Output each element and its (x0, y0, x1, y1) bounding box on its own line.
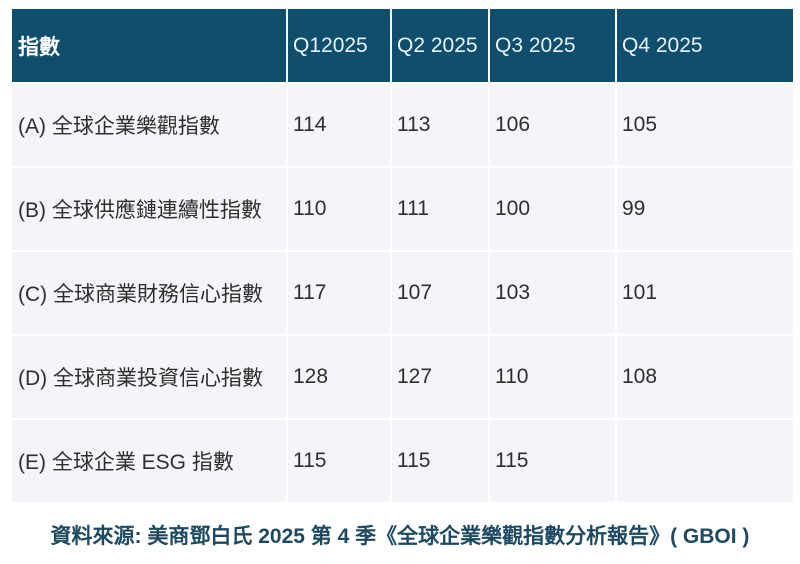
header-cell-quarter: Q3 2025 (490, 9, 617, 82)
header-cell-quarter: Q4 2025 (617, 9, 793, 82)
row-label: (D) 全球商業投資信心指數 (12, 334, 288, 418)
value-cell: 107 (392, 250, 490, 334)
value-cell: 115 (288, 418, 392, 502)
table-body: (A) 全球企業樂觀指數 114 113 106 105 (B) 全球供應鏈連續性指數 11… (12, 82, 793, 502)
value-cell: 117 (288, 250, 392, 334)
row-label: (B) 全球供應鏈連續性指數 (12, 166, 288, 250)
value-cell: 115 (490, 418, 617, 502)
row-label: (A) 全球企業樂觀指數 (12, 82, 288, 166)
value-cell: 103 (490, 250, 617, 334)
value-cell: 114 (288, 82, 392, 166)
value-cell: 110 (288, 166, 392, 250)
value-cell: 127 (392, 334, 490, 418)
table-header: 指數 Q12025 Q2 2025 Q3 2025 Q4 2025 (12, 9, 793, 82)
table-row: (E) 全球企業 ESG 指數 115 115 115 (12, 418, 793, 502)
value-cell: 99 (617, 166, 793, 250)
value-cell: 101 (617, 250, 793, 334)
table-row: (B) 全球供應鏈連續性指數 110 111 100 99 (12, 166, 793, 250)
row-label: (E) 全球企業 ESG 指數 (12, 418, 288, 502)
row-label: (C) 全球商業財務信心指數 (12, 250, 288, 334)
header-cell-quarter: Q12025 (288, 9, 392, 82)
value-cell: 105 (617, 82, 793, 166)
value-cell: 106 (490, 82, 617, 166)
value-cell: 100 (490, 166, 617, 250)
value-cell: 113 (392, 82, 490, 166)
table-row: (D) 全球商業投資信心指數 128 127 110 108 (12, 334, 793, 418)
value-cell: 128 (288, 334, 392, 418)
header-cell-index: 指數 (12, 9, 288, 82)
header-cell-quarter: Q2 2025 (392, 9, 490, 82)
header-row: 指數 Q12025 Q2 2025 Q3 2025 Q4 2025 (12, 9, 793, 82)
value-cell: 110 (490, 334, 617, 418)
value-cell: 108 (617, 334, 793, 418)
index-table: 指數 Q12025 Q2 2025 Q3 2025 Q4 2025 (A) 全球企業樂觀… (12, 9, 793, 502)
value-cell: 115 (392, 418, 490, 502)
source-note: 資料來源: 美商鄧白氏 2025 第 4 季《全球企業樂觀指數分析報告》( GB… (50, 525, 750, 548)
value-cell (617, 418, 793, 502)
table-row: (C) 全球商業財務信心指數 117 107 103 101 (12, 250, 793, 334)
value-cell: 111 (392, 166, 490, 250)
table-row: (A) 全球企業樂觀指數 114 113 106 105 (12, 82, 793, 166)
